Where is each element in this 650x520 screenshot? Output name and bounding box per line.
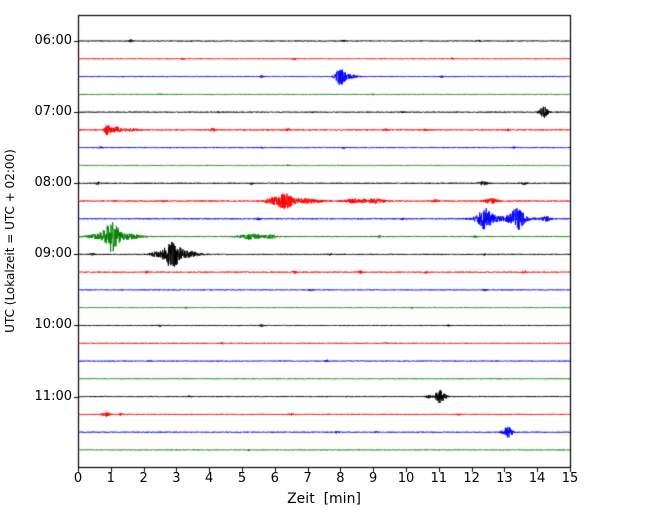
x-tick-label: 8	[336, 471, 345, 486]
x-tick-label: 6	[270, 471, 279, 486]
y-tick-label: 08:00	[34, 175, 72, 191]
x-tick-label: 7	[303, 471, 312, 486]
x-tick-label: 2	[139, 471, 148, 486]
x-tick-label: 3	[172, 471, 181, 486]
x-tick-label: 13	[496, 471, 513, 486]
x-tick-label: 4	[205, 471, 214, 486]
x-tick-label: 15	[561, 471, 579, 486]
y-tick-label: 07:00	[34, 104, 72, 120]
y-axis-title: UTC (Lokalzeit = UTC + 02:00)	[3, 149, 17, 333]
y-tick-label: 09:00	[34, 246, 72, 262]
x-tick-label: 1	[106, 471, 115, 486]
x-tick-label: 12	[463, 471, 480, 486]
x-tick-label: 0	[73, 471, 83, 486]
x-tick-label: 5	[237, 471, 247, 486]
x-axis-title: Zeit [min]	[287, 491, 361, 507]
y-tick-label: 06:00	[34, 33, 72, 48]
x-tick-label: 10	[397, 471, 415, 486]
y-tick-label: 10:00	[34, 317, 72, 333]
x-tick-label: 9	[369, 471, 378, 486]
x-tick-label: 14	[528, 471, 546, 486]
y-tick-label: 11:00	[34, 388, 72, 404]
x-tick-label: 11	[430, 471, 448, 486]
